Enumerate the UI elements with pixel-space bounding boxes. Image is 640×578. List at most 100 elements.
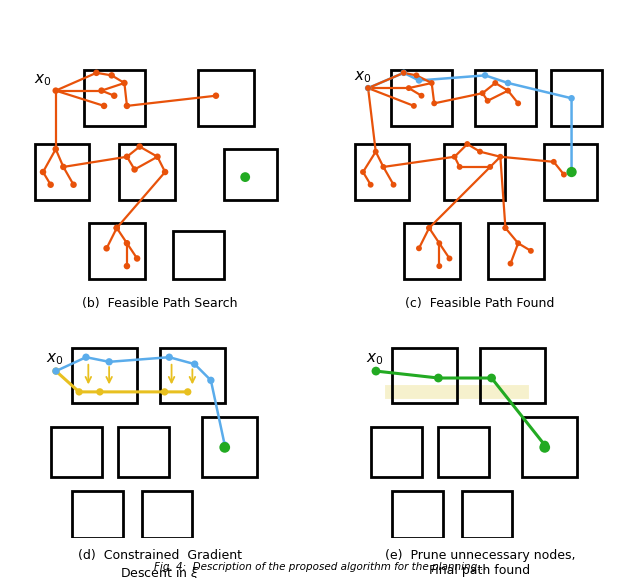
Point [363,83,373,92]
Point [95,387,105,397]
Point [358,168,368,177]
Point [152,152,163,161]
Point [566,168,577,177]
Bar [72,491,123,538]
Point [503,79,513,88]
Bar [543,144,597,200]
Bar [119,144,175,200]
Text: $x_0$: $x_0$ [45,351,63,366]
Point [129,165,140,174]
Point [559,170,569,179]
Point [525,246,536,255]
Point [58,162,68,172]
Point [182,387,193,397]
Point [486,373,497,383]
Point [429,99,439,108]
Point [495,152,506,161]
Point [38,168,48,177]
Point [414,76,424,85]
Bar [404,223,460,279]
Text: (e)  Prune unnecessary nodes,
Final path found: (e) Prune unnecessary nodes, Final path … [385,549,575,577]
Point [449,152,460,161]
Point [92,68,102,77]
Point [104,357,115,366]
Point [111,223,122,232]
Point [490,79,500,88]
Point [426,79,436,88]
Point [122,101,132,110]
Point [122,261,132,271]
Point [424,223,435,232]
Point [365,180,376,190]
Point [220,443,230,452]
Text: Fig. 4:  Description of the proposed algorithm for the planning...: Fig. 4: Description of the proposed algo… [154,562,486,572]
Bar [72,348,137,403]
Bar [355,144,409,200]
Point [378,162,388,172]
Point [433,373,444,383]
Point [119,79,129,88]
Point [540,440,550,450]
Bar [461,491,513,538]
Point [399,68,409,77]
Text: $x_0$: $x_0$ [354,69,372,85]
Point [45,180,56,190]
Point [371,147,381,156]
Point [454,162,465,172]
Point [388,180,399,190]
Point [211,91,221,101]
Bar [223,149,277,200]
Point [51,366,61,376]
Point [122,239,132,248]
Point [404,83,414,92]
Bar [118,427,169,477]
Text: (d)  Constrained  Gradient
Descent in $\xi$: (d) Constrained Gradient Descent in $\xi… [78,549,242,578]
Bar [522,417,577,477]
Point [106,71,116,80]
Bar [488,223,543,279]
Point [371,366,381,376]
Bar [84,71,145,126]
Bar [371,427,422,477]
Point [74,387,84,397]
Bar [35,144,89,200]
Point [548,157,559,166]
Point [220,440,230,450]
Bar [89,223,145,279]
Bar [160,348,225,403]
Point [409,101,419,110]
Point [81,353,91,362]
Point [111,223,122,232]
Bar [444,144,506,200]
Point [513,99,524,108]
Point [500,223,511,232]
Point [160,168,170,177]
Point [506,259,516,268]
Bar [480,348,545,403]
Point [540,443,550,452]
Text: $x_0$: $x_0$ [365,351,383,366]
Bar [202,417,257,477]
Point [132,254,142,263]
Bar [551,71,602,126]
Point [412,71,422,80]
Point [99,101,109,110]
Point [477,88,488,98]
Point [414,244,424,253]
Bar [438,427,489,477]
Bar [141,491,193,538]
Point [513,239,524,248]
Point [51,366,61,376]
Point [500,223,511,232]
Bar [391,71,452,126]
Point [363,83,373,92]
Point [134,142,145,151]
Text: (c)  Feasible Path Found: (c) Feasible Path Found [405,297,555,310]
Bar [475,71,536,126]
Point [159,387,170,397]
Bar [392,348,457,403]
Point [417,91,427,101]
Point [444,254,454,263]
Point [189,360,200,369]
Point [51,144,61,154]
